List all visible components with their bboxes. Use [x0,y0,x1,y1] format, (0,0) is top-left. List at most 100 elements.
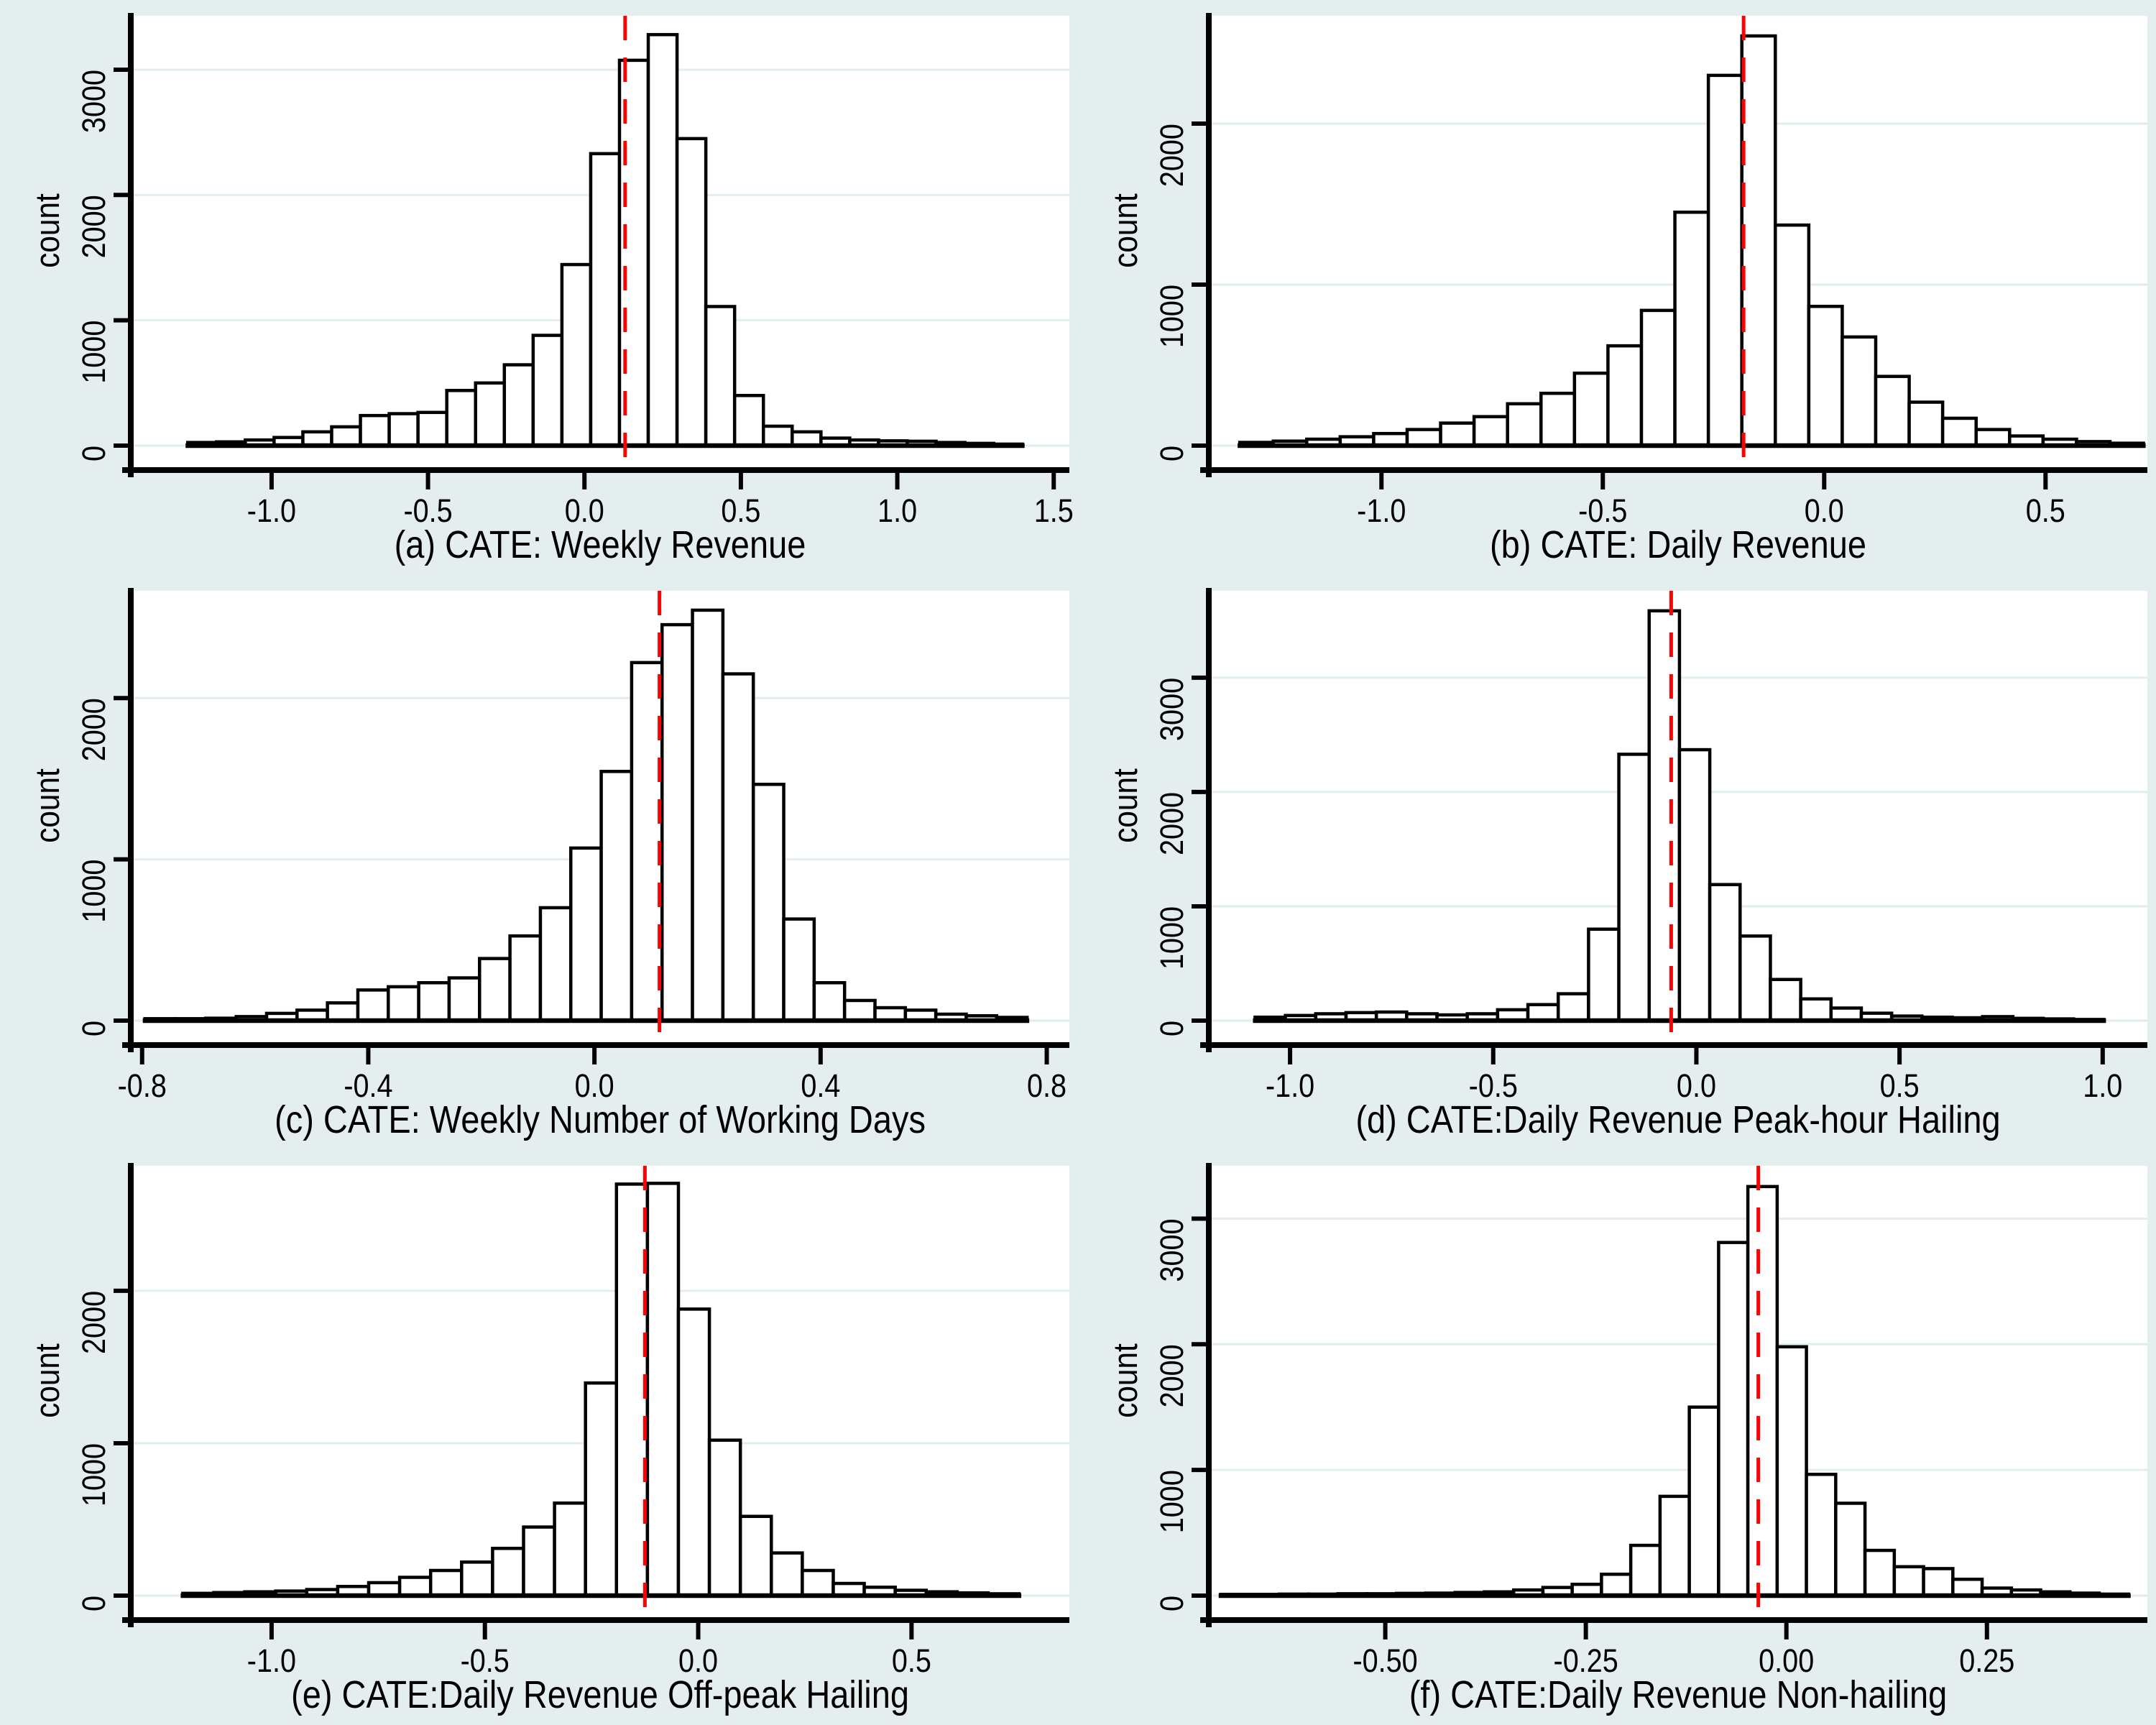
panel-title-e: (e) CATE:Daily Revenue Off-peak Hailing [291,1673,909,1716]
x-tick-label: 0.0 [1805,493,1844,529]
y-tick-label: 2000 [76,698,112,761]
histogram-bar [1506,402,1543,448]
x-tick-label: -0.5 [403,493,452,529]
histogram-bar [1774,223,1811,448]
histogram-bar [330,425,362,448]
x-tick-label: -0.25 [1554,1643,1618,1679]
histogram-bar [1807,305,1844,448]
x-tick-label: 0.00 [1759,1643,1814,1679]
x-tick-label: 0.5 [1880,1068,1920,1104]
x-tick-label: 1.0 [877,493,917,529]
x-tick-label: 1.5 [1034,493,1074,529]
x-tick-label: -0.5 [1578,493,1627,529]
histogram-bar [1673,210,1710,448]
y-axis-label: count [28,768,66,843]
histogram-bar [460,1560,494,1598]
histogram-bar [508,934,543,1023]
histogram-bar [387,985,420,1023]
x-tick-label: -0.50 [1353,1643,1417,1679]
y-tick-label: 0 [1154,1021,1190,1036]
x-tick-label: 0.4 [801,1068,840,1104]
histogram-bar [1439,421,1476,448]
x-tick-label: 0.25 [1959,1643,2014,1679]
histogram-bar [1951,1578,1984,1598]
histogram-bar [1587,927,1621,1023]
histogram-bar [416,410,448,448]
x-tick-label: 0.5 [892,1643,931,1679]
histogram-bar [589,152,622,448]
histogram-bar [599,770,634,1023]
histogram-bar [1526,1003,1560,1023]
panel-d: 0 1000 2000 3000 -1.0 -0.5 0.0 0.5 1.0 count (d)… [1078,575,2156,1150]
histogram-bar [614,1182,650,1598]
histogram-bar [326,1001,360,1023]
x-tick-label: -0.5 [461,1643,510,1679]
y-tick-label: 1000 [1154,285,1190,348]
histogram-bar [660,622,694,1023]
histogram-bar [584,1381,619,1598]
histogram-bar [842,998,877,1023]
histogram-bar [1974,428,2012,448]
x-tick-label: 1.0 [2083,1068,2122,1104]
x-tick-label: 0.0 [1677,1068,1716,1104]
histogram-bar [359,413,391,448]
histogram-bar [1606,344,1644,448]
histogram-bar [645,1182,681,1598]
x-tick-label: 0.0 [575,1068,614,1104]
histogram-bar [1639,308,1677,448]
y-tick-label: 1000 [76,1443,112,1506]
histogram-bar [356,988,390,1023]
y-axis-label: count [28,193,66,268]
histogram-bar [397,1576,433,1598]
histogram-bar [445,389,477,448]
panel-title-d: (d) CATE:Daily Revenue Peak-hour Hailing [1355,1098,2001,1141]
y-tick-label: 3000 [1154,1218,1190,1282]
histogram-bar [387,412,420,448]
histogram-bar [553,1501,587,1598]
x-tick-label: -1.0 [1357,493,1406,529]
y-tick-label: 1000 [1154,906,1190,970]
histogram-bar [630,661,664,1023]
y-tick-label: 0 [76,1021,112,1036]
x-tick-label: -0.5 [1469,1068,1518,1104]
y-tick-label: 2000 [1154,792,1190,855]
x-tick-label: 0.0 [565,493,604,529]
x-tick-label: -1.0 [1266,1068,1314,1104]
y-axis-label: count [1106,193,1144,268]
histogram-bar [522,1525,556,1598]
histogram-bar [1628,1543,1662,1598]
histogram-bar [770,1551,804,1598]
histogram-bar [691,608,725,1023]
y-axis-label: count [1106,1343,1144,1418]
histogram-bar [538,906,573,1023]
histogram-bar [560,262,593,448]
histogram-bar [1834,1501,1867,1598]
histogram-bar [1600,1573,1633,1598]
panel-title-f: (f) CATE:Daily Revenue Non-hailing [1409,1673,1948,1716]
histogram-bar [676,1307,711,1598]
histogram-bar [502,363,535,448]
histogram-bar [1677,748,1712,1023]
x-tick-label: -1.0 [247,493,296,529]
y-tick-label: 2000 [1154,1344,1190,1407]
histogram-bar [1892,1565,1925,1598]
x-tick-label: -0.4 [344,1068,392,1104]
histogram-chart-b: 0 1000 2000 -1.0 -0.5 0.0 0.5 [1154,13,2147,529]
histogram-bar [646,32,679,448]
histogram-bar [1769,978,1802,1023]
histogram-bar [1539,391,1577,448]
y-tick-label: 2000 [76,1291,112,1354]
histogram-bar [1472,415,1509,448]
histogram-bar [417,981,451,1023]
histogram-bar [1706,73,1743,448]
x-tick-label: 0.5 [2026,493,2065,529]
histogram-bar [801,1568,835,1598]
histogram-bar [812,981,847,1023]
panel-a: 0 1000 2000 3000 -1.0 -0.5 0.0 0.5 1.0 1.5 count … [0,0,1078,575]
histogram-bar [1940,416,1978,448]
histogram-bar [428,1568,464,1598]
histogram-bar [1717,1241,1750,1598]
x-tick-label: -0.8 [118,1068,167,1104]
y-axis-label: count [1106,768,1144,843]
y-tick-label: 3000 [76,70,112,133]
